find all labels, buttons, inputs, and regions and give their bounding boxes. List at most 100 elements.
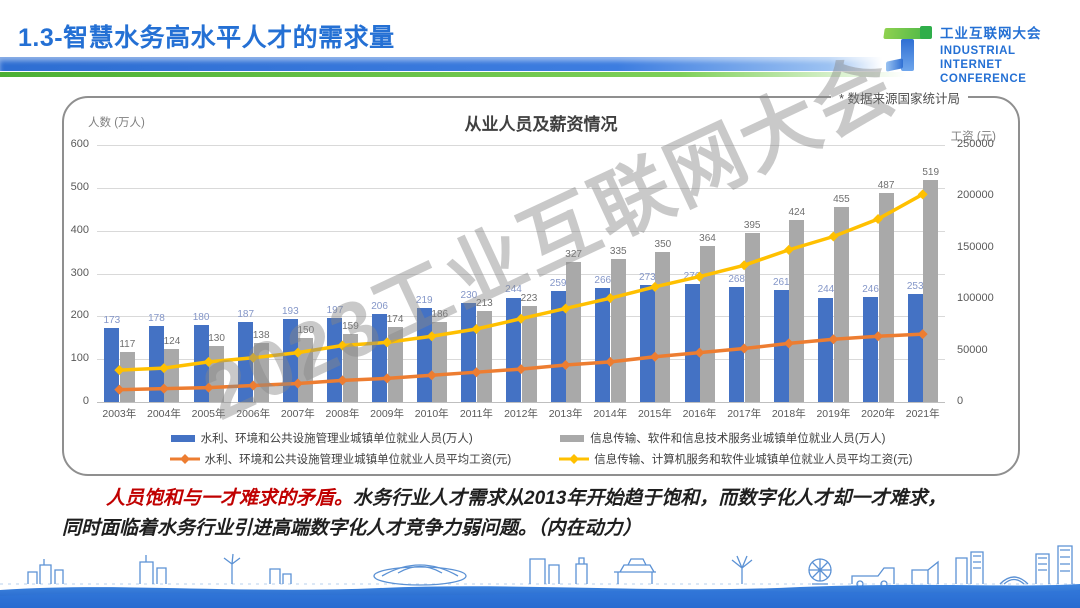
bar-primary xyxy=(416,308,432,402)
line-marker-diamond xyxy=(248,352,259,363)
x-axis-label: 2006年 xyxy=(236,408,271,420)
x-axis-label: 2013年 xyxy=(548,408,583,420)
x-axis-label: 2010年 xyxy=(414,408,449,420)
bar-primary xyxy=(506,297,521,402)
x-axis-label: 2021年 xyxy=(905,408,940,420)
line-marker-diamond xyxy=(337,340,348,351)
bar-value-label: 261 xyxy=(772,277,790,289)
line-marker-diamond xyxy=(560,359,571,370)
x-axis-label: 2004年 xyxy=(147,408,181,420)
bar-value-label: 266 xyxy=(594,275,612,287)
bar-value-label: 159 xyxy=(342,320,359,332)
bar-value-label: 246 xyxy=(862,283,879,295)
right-axis-tick: 0 xyxy=(957,395,964,407)
left-axis-tick: 100 xyxy=(70,352,89,365)
gridline xyxy=(97,230,945,232)
line-marker-diamond xyxy=(292,378,303,389)
bar-primary xyxy=(773,290,789,402)
right-axis-tick: 200000 xyxy=(957,189,994,202)
conference-logo-text: 工业互联网大会 INDUSTRIAL INTERNET CONFERENCE xyxy=(940,22,1042,86)
bar-primary xyxy=(684,283,700,402)
legend-line-swatch xyxy=(559,454,590,464)
page-title: 1.3-智慧水务高水平人才的需求量 xyxy=(18,24,395,52)
legend-item: 信息传输、计算机服务和软件业城镇单位就业人员平均工资(元) xyxy=(559,451,912,467)
legend-label: 信息传输、计算机服务和软件业城镇单位就业人员平均工资(元) xyxy=(594,454,913,466)
right-axis-tick: 100000 xyxy=(957,292,994,305)
legend-label: 水利、环境和公共设施管理业城镇单位就业人员(万人) xyxy=(200,433,473,445)
bar-value-label: 180 xyxy=(192,311,210,323)
bar-value-label: 487 xyxy=(877,180,895,192)
bar-primary xyxy=(104,327,120,402)
line-marker-diamond xyxy=(873,214,884,225)
commentary-line-1: 人员饱和与一才难求的矛盾。水务行业人才需求从2013年开始趋于饱和，而数字化人才… xyxy=(62,484,1027,514)
bar-value-label: 197 xyxy=(326,304,344,316)
line-marker-diamond xyxy=(917,189,928,200)
legend-label: 信息传输、软件和信息技术服务业城镇单位就业人员(万人) xyxy=(590,433,886,445)
x-axis-label: 2016年 xyxy=(682,408,717,420)
line-marker-diamond xyxy=(649,281,660,292)
bar-value-label: 364 xyxy=(699,233,716,245)
gridline xyxy=(97,273,945,275)
bar-value-label: 230 xyxy=(460,290,478,302)
bar-value-label: 193 xyxy=(281,306,299,318)
bar-value-label: 117 xyxy=(119,338,136,350)
line-marker-diamond xyxy=(516,313,526,324)
city-skyline-decoration xyxy=(0,545,1080,608)
bar-primary xyxy=(238,321,254,402)
right-axis-tick: 50000 xyxy=(957,343,988,356)
bar-secondary xyxy=(923,179,939,402)
bar-primary xyxy=(907,293,923,402)
line-marker-diamond xyxy=(739,343,750,354)
bar-secondary xyxy=(432,322,448,402)
line-marker-diamond xyxy=(426,331,437,342)
bar-value-label: 276 xyxy=(683,270,701,282)
x-axis-label: 2007年 xyxy=(280,408,315,420)
bar-secondary xyxy=(387,327,403,402)
line-marker-diamond xyxy=(158,363,169,374)
header-green-divider xyxy=(0,72,906,77)
line-marker-diamond xyxy=(873,331,884,342)
legend-label: 水利、环境和公共设施管理业城镇单位就业人员平均工资(元) xyxy=(204,454,512,466)
right-axis-tick: 250000 xyxy=(957,138,994,150)
bar-secondary xyxy=(789,220,805,402)
bar-secondary xyxy=(878,193,894,402)
bar-secondary xyxy=(298,337,314,402)
left-axis-caption: 人数 (万人) xyxy=(88,117,145,129)
bar-primary xyxy=(148,325,164,402)
line-marker-diamond xyxy=(605,356,616,367)
logo-en-1: INDUSTRIAL xyxy=(940,45,1016,57)
logo-en-2: INTERNET xyxy=(940,59,1003,71)
bar-value-label: 335 xyxy=(609,245,627,257)
bar-primary xyxy=(863,296,879,402)
gridline xyxy=(97,402,945,403)
line-marker-diamond xyxy=(828,231,839,242)
bar-value-label: 455 xyxy=(833,194,850,206)
left-axis-tick: 400 xyxy=(70,223,89,236)
bar-value-label: 187 xyxy=(237,308,255,320)
line-marker-diamond xyxy=(605,293,616,304)
x-axis-label: 2005年 xyxy=(191,408,226,420)
commentary-line1-rest: 水务行业人才需求从2013年开始趋于饱和，而数字化人才却一才难求， xyxy=(353,488,947,509)
wage-lines xyxy=(114,189,928,395)
chart-legend: 水利、环境和公共设施管理业城镇单位就业人员(万人) 信息传输、软件和信息技术服务业… xyxy=(64,430,1018,467)
left-axis-tick: 500 xyxy=(70,180,89,193)
x-axis-label: 2012年 xyxy=(504,408,538,420)
data-source-note: * 数据来源国家统计局 xyxy=(831,88,968,107)
bar-value-label: 273 xyxy=(639,272,656,284)
bar-secondary xyxy=(566,261,582,402)
bar-secondary xyxy=(655,252,671,402)
logo-cn: 工业互联网大会 xyxy=(940,26,1042,41)
plot-area: 0 100 200 300 400 500 600 0 50000 100000 150000 200… xyxy=(71,138,994,420)
bar-primary xyxy=(282,319,298,402)
line-marker-diamond xyxy=(292,347,303,358)
chart-panel: * 数据来源国家统计局 从业人员及薪资情况 人数 (万人) 工资 (元) 0 10… xyxy=(62,88,1020,476)
x-axis-label: 2015年 xyxy=(637,408,672,420)
bar-secondary xyxy=(744,232,760,402)
bar-primary xyxy=(818,297,834,402)
commentary-line-2: 同时面临着水务行业引进高端数字化人才竞争力弱问题。（内在动力） xyxy=(62,518,642,539)
line-marker-diamond xyxy=(158,383,169,394)
bar-value-label: 138 xyxy=(252,329,270,341)
right-axis-caption: 工资 (元) xyxy=(950,131,996,143)
legend-line-swatch xyxy=(169,454,200,464)
